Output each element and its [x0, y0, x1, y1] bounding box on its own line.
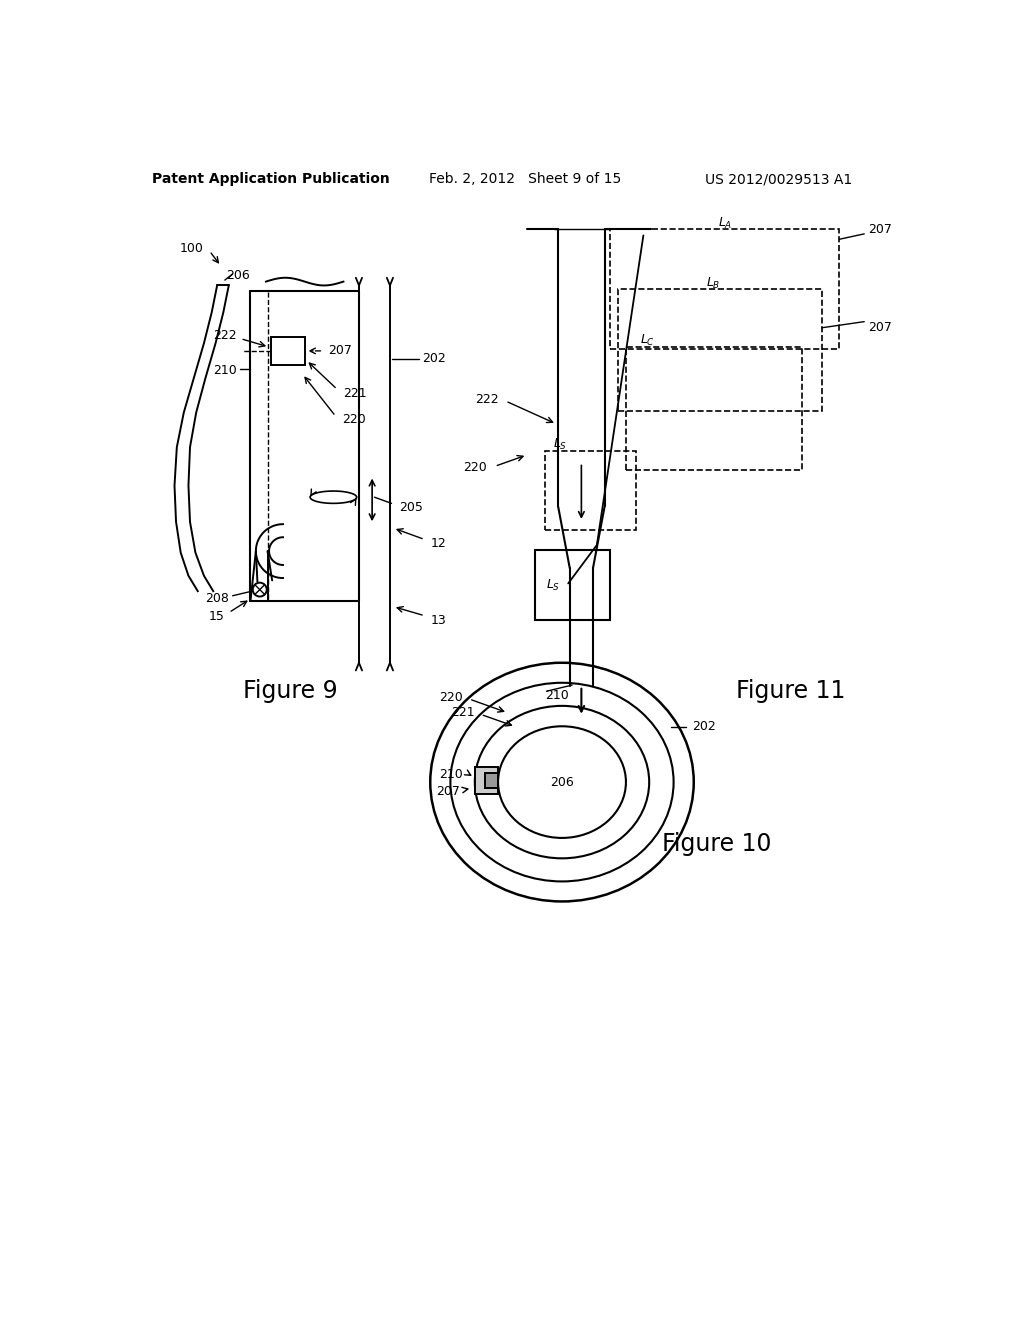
Bar [475, 767, 498, 793]
Text: 222: 222 [475, 393, 499, 407]
Text: 210: 210 [213, 363, 237, 376]
Text: $L_B$: $L_B$ [706, 276, 720, 290]
Text: 207: 207 [436, 785, 460, 797]
Bar [545, 451, 636, 529]
Bar [535, 549, 610, 620]
Bar [610, 230, 840, 350]
Bar [617, 289, 821, 411]
Text: 220: 220 [463, 462, 486, 474]
Text: 207: 207 [868, 223, 892, 236]
Text: 13: 13 [430, 614, 446, 627]
Bar [271, 337, 305, 364]
Text: 12: 12 [430, 537, 446, 550]
Text: 202: 202 [423, 352, 446, 366]
Text: 206: 206 [226, 269, 250, 282]
Text: $L_S$: $L_S$ [546, 577, 560, 593]
Text: $L_A$: $L_A$ [718, 215, 732, 231]
Text: 222: 222 [213, 329, 237, 342]
Bar [626, 347, 802, 470]
Text: 100: 100 [179, 242, 203, 255]
Text: Feb. 2, 2012   Sheet 9 of 15: Feb. 2, 2012 Sheet 9 of 15 [429, 172, 621, 186]
Text: Figure 11: Figure 11 [736, 680, 846, 704]
Text: 210: 210 [439, 768, 463, 781]
Text: 205: 205 [399, 500, 423, 513]
Text: 221: 221 [451, 706, 474, 719]
Text: 206: 206 [550, 776, 573, 788]
Text: $L_C$: $L_C$ [640, 334, 654, 348]
Text: 221: 221 [343, 387, 367, 400]
Text: Patent Application Publication: Patent Application Publication [153, 172, 390, 186]
Text: 220: 220 [342, 413, 366, 426]
Text: US 2012/0029513 A1: US 2012/0029513 A1 [706, 172, 853, 186]
Text: Figure 9: Figure 9 [244, 680, 338, 704]
Text: Figure 10: Figure 10 [663, 832, 772, 855]
Text: 208: 208 [205, 593, 228, 606]
Text: 210: 210 [545, 689, 568, 702]
Text: $L_S$: $L_S$ [553, 437, 567, 453]
Text: 15: 15 [209, 610, 225, 623]
Text: 207: 207 [328, 345, 352, 358]
Text: 207: 207 [868, 321, 892, 334]
Text: 202: 202 [692, 721, 716, 733]
Bar [484, 774, 498, 788]
Text: 220: 220 [439, 690, 463, 704]
